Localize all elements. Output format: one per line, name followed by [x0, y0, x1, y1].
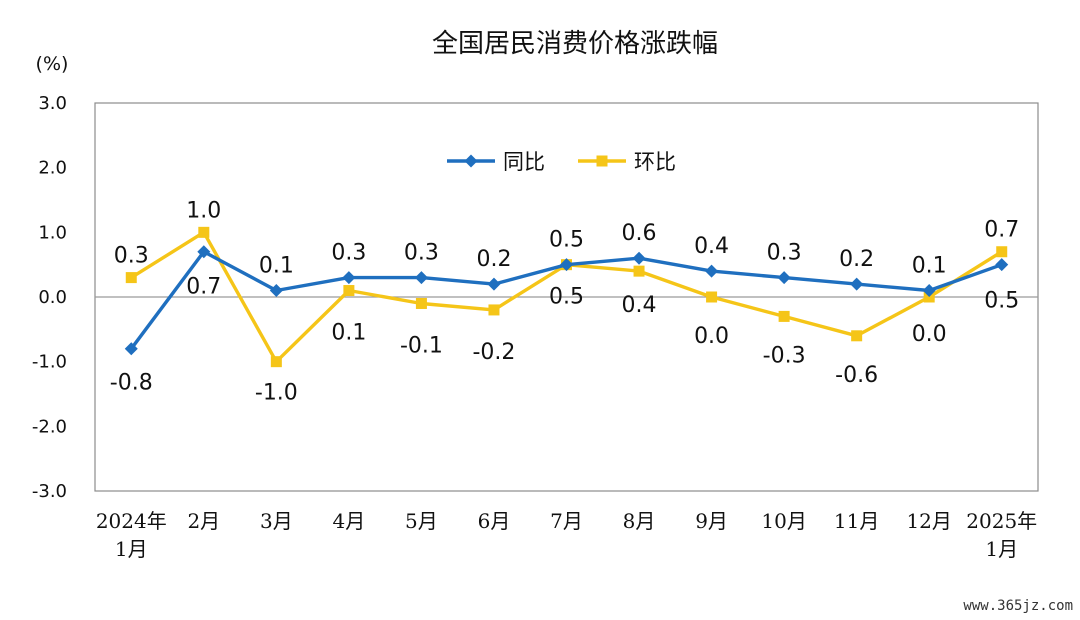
data-label: 0.2	[839, 247, 874, 272]
y-tick-label: -3.0	[32, 481, 67, 502]
x-tick-label: 2025年	[966, 509, 1037, 533]
y-tick-label: 2.0	[38, 158, 67, 179]
x-tick-label: 8月	[623, 509, 656, 533]
data-label: 0.6	[622, 221, 657, 246]
legend-label: 同比	[503, 150, 545, 174]
watermark-text: www.365jz.com	[963, 598, 1073, 614]
data-point-marker	[125, 272, 137, 284]
data-label: -0.2	[472, 340, 515, 365]
data-point-marker	[343, 285, 355, 297]
y-axis-ticks: 3.0 2.0 1.0 0.0 -1.0 -2.0 -3.0	[32, 93, 67, 502]
data-point-marker	[197, 245, 211, 259]
data-point-marker	[414, 271, 428, 285]
data-label: 0.0	[694, 324, 729, 349]
x-tick-label: 5月	[405, 509, 438, 533]
data-point-marker	[706, 291, 718, 303]
data-point-marker	[342, 271, 356, 285]
x-tick-label: 4月	[333, 509, 366, 533]
series-layer	[124, 226, 1009, 368]
data-label: 0.7	[186, 275, 221, 300]
x-tick-label: 6月	[478, 509, 511, 533]
data-point-marker	[922, 284, 936, 298]
data-point-marker	[632, 251, 646, 265]
chart-title: 全国居民消费价格涨跌幅	[432, 29, 718, 59]
y-tick-label: -2.0	[32, 416, 67, 437]
data-label: 0.7	[984, 218, 1019, 243]
data-point-marker	[269, 284, 283, 298]
x-tick-label: 1月	[985, 537, 1018, 561]
data-label: -1.0	[255, 381, 298, 406]
x-tick-label: 2月	[187, 509, 220, 533]
data-point-marker	[270, 356, 282, 368]
data-point-marker	[996, 246, 1008, 258]
data-label: 0.3	[767, 241, 802, 266]
y-tick-label: 0.0	[38, 287, 67, 308]
y-axis-unit: (%)	[36, 53, 69, 75]
data-point-marker	[851, 330, 863, 342]
y-tick-label: 3.0	[38, 93, 67, 114]
data-label: 0.1	[259, 254, 294, 279]
data-point-marker	[705, 264, 719, 278]
data-point-marker	[778, 310, 790, 322]
data-label: 0.1	[912, 254, 947, 279]
x-tick-label: 3月	[260, 509, 293, 533]
data-label: 0.4	[694, 234, 729, 259]
y-tick-label: 1.0	[38, 222, 67, 243]
data-label: 0.5	[549, 228, 584, 253]
legend: 同比 环比	[447, 150, 676, 174]
data-point-marker	[560, 258, 573, 272]
legend-marker	[596, 155, 608, 167]
data-point-marker	[124, 342, 138, 356]
data-labels-layer: -0.8 0.7 0.1 0.3 0.3 0.2 0.5 0.6 0.4 0.3 0.2 0.1 0.5…	[110, 198, 1019, 405]
data-point-marker	[633, 265, 645, 277]
x-axis-ticks: 2024年 1月 2月 3月 4月 5月 6月 7月 8月 9月 10月 11月 12月 2025年 1月	[96, 509, 1037, 561]
x-tick-label: 11月	[834, 509, 879, 533]
data-label: 0.4	[622, 293, 657, 318]
data-label: 0.0	[912, 322, 947, 347]
data-label: 0.5	[984, 289, 1019, 314]
x-tick-label: 10月	[761, 509, 806, 533]
x-tick-label: 1月	[115, 537, 148, 561]
data-label: 0.3	[404, 241, 439, 266]
data-label: 0.2	[476, 247, 511, 272]
x-tick-label: 7月	[550, 509, 583, 533]
data-point-marker	[487, 277, 501, 291]
data-point-marker	[488, 304, 500, 316]
data-label: 0.3	[331, 241, 366, 266]
data-label: 0.1	[331, 321, 366, 346]
data-label: -0.1	[400, 333, 443, 358]
data-label: -0.8	[110, 371, 153, 396]
legend-label: 环比	[634, 150, 676, 174]
data-point-marker	[198, 226, 210, 238]
x-tick-label: 12月	[906, 509, 951, 533]
data-point-marker	[850, 277, 864, 291]
legend-marker	[464, 154, 478, 168]
x-tick-label: 9月	[695, 509, 728, 533]
data-point-marker	[777, 271, 791, 285]
data-label: -0.6	[835, 363, 878, 388]
y-tick-label: -1.0	[32, 352, 67, 373]
data-label: 0.3	[114, 244, 149, 269]
data-point-marker	[995, 258, 1009, 272]
data-label: 0.5	[549, 285, 584, 310]
data-label: 1.0	[186, 198, 221, 223]
data-point-marker	[415, 297, 427, 309]
x-tick-label: 2024年	[96, 509, 167, 533]
data-label: -0.3	[763, 343, 806, 368]
